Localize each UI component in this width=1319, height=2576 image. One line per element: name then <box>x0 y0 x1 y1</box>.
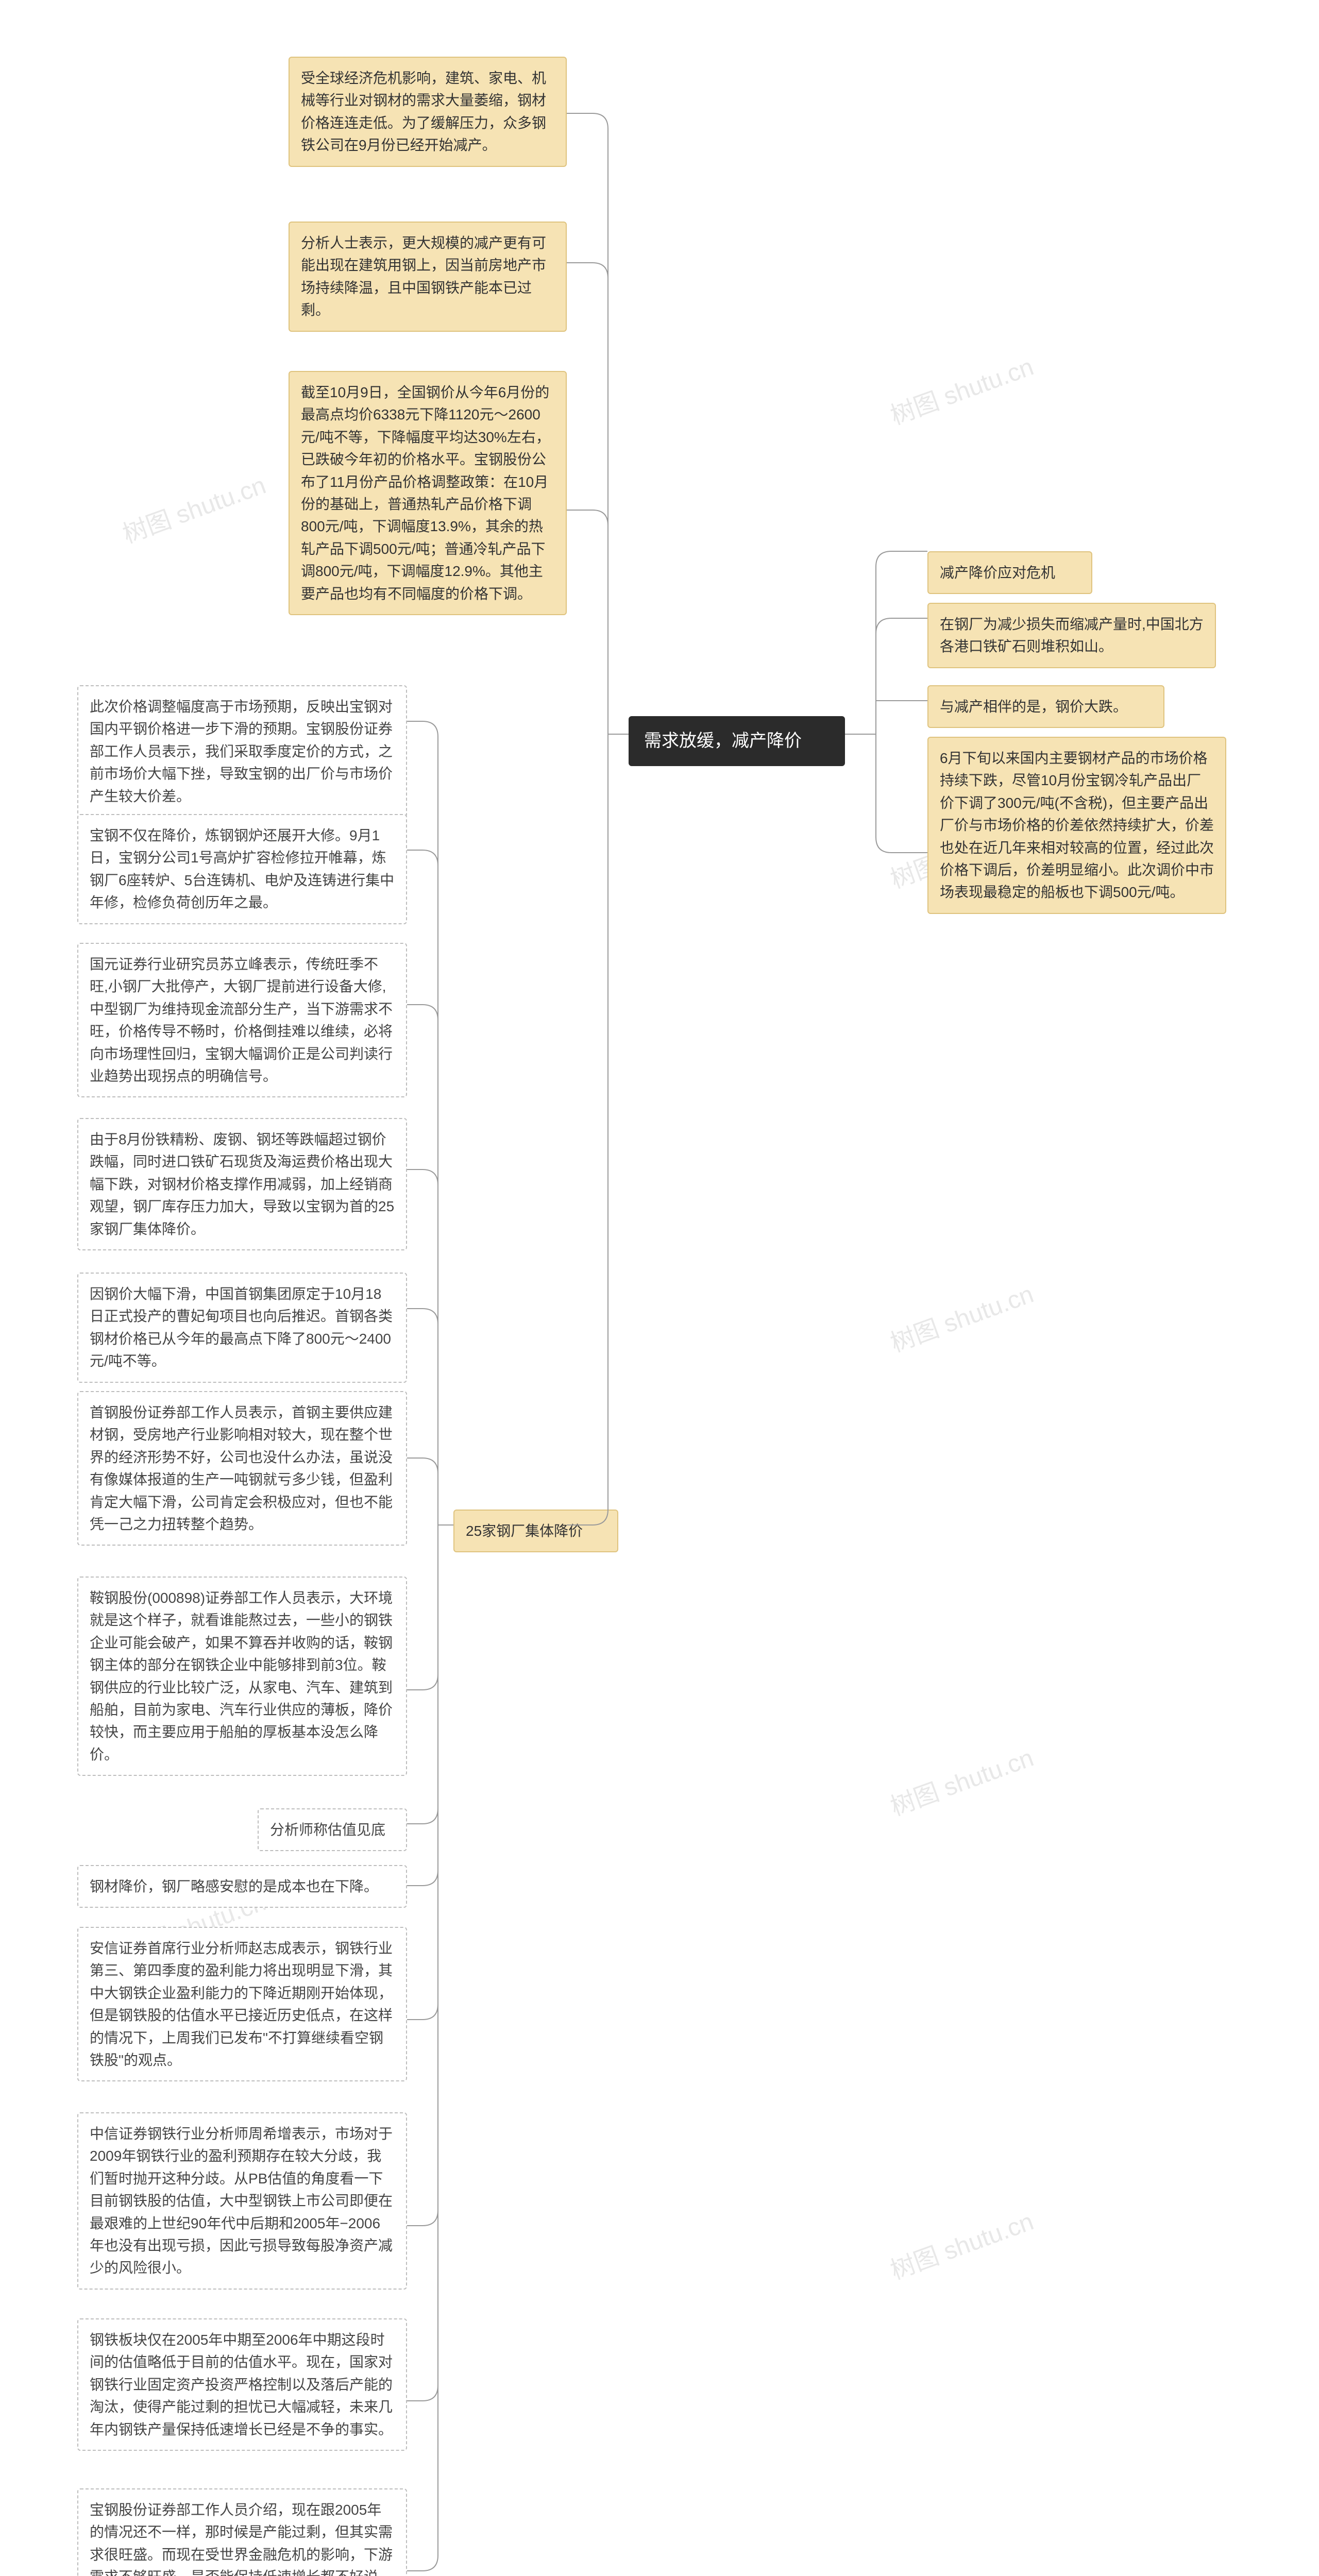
left-sub-6[interactable]: 首钢股份证券部工作人员表示，首钢主要供应建材钢，受房地产行业影响相对较大，现在整… <box>77 1391 407 1546</box>
left-sub-5[interactable]: 因钢价大幅下滑，中国首钢集团原定于10月18日正式投产的曹妃甸项目也向后推迟。首… <box>77 1273 407 1383</box>
watermark: 树图 shutu.cn <box>885 346 1038 431</box>
left-sub-1[interactable]: 此次价格调整幅度高于市场预期，反映出宝钢对国内平钢价格进一步下滑的预期。宝钢股份… <box>77 685 407 818</box>
watermark: 树图 shutu.cn <box>885 2201 1038 2286</box>
left-top-node-2[interactable]: 分析人士表示，更大规模的减产更有可能出现在建筑用钢上，因当前房地产市场持续降温，… <box>289 222 567 332</box>
left-top-node-3[interactable]: 截至10月9日，全国钢价从今年6月份的最高点均价6338元下降1120元～260… <box>289 371 567 615</box>
left-sub-13[interactable]: 宝钢股份证券部工作人员介绍，现在跟2005年的情况还不一样，那时候是产能过剩，但… <box>77 2488 407 2576</box>
branch-25-label[interactable]: 25家钢厂集体降价 <box>453 1510 618 1552</box>
root-node[interactable]: 需求放缓，减产降价 <box>629 716 845 766</box>
left-sub-11[interactable]: 中信证券钢铁行业分析师周希增表示，市场对于2009年钢铁行业的盈利预期存在较大分… <box>77 2112 407 2290</box>
left-sub-2[interactable]: 宝钢不仅在降价，炼钢钢炉还展开大修。9月1日，宝钢分公司1号高炉扩容检修拉开帷幕… <box>77 814 407 924</box>
watermark: 树图 shutu.cn <box>117 465 270 550</box>
left-sub-3[interactable]: 国元证券行业研究员苏立峰表示，传统旺季不旺,小钢厂大批停产，大钢厂提前进行设备大… <box>77 943 407 1097</box>
connector-left-main <box>567 57 649 1551</box>
left-top-node-1[interactable]: 受全球经济危机影响，建筑、家电、机械等行业对钢材的需求大量萎缩，钢材价格连连走低… <box>289 57 567 167</box>
left-sub-9[interactable]: 钢材降价，钢厂略感安慰的是成本也在下降。 <box>77 1865 407 1908</box>
left-sub-7[interactable]: 鞍钢股份(000898)证券部工作人员表示，大环境就是这个样子，就看谁能熬过去，… <box>77 1577 407 1776</box>
right-node-2[interactable]: 在钢厂为减少损失而缩减产量时,中国北方各港口铁矿石则堆积如山。 <box>927 603 1216 668</box>
watermark: 树图 shutu.cn <box>885 1737 1038 1822</box>
right-node-3[interactable]: 与减产相伴的是，钢价大跌。 <box>927 685 1164 728</box>
connector-left-sub <box>407 685 469 2576</box>
left-sub-8[interactable]: 分析师称估值见底 <box>258 1808 407 1851</box>
left-sub-12[interactable]: 钢铁板块仅在2005年中期至2006年中期这段时间的估值略低于目前的估值水平。现… <box>77 2318 407 2451</box>
left-sub-4[interactable]: 由于8月份铁精粉、废钢、钢坯等跌幅超过钢价跌幅，同时进口铁矿石现货及海运费价格出… <box>77 1118 407 1250</box>
left-sub-10[interactable]: 安信证券首席行业分析师赵志成表示，钢铁行业第三、第四季度的盈利能力将出现明显下滑… <box>77 1927 407 2081</box>
right-node-4[interactable]: 6月下旬以来国内主要钢材产品的市场价格持续下跌，尽管10月份宝钢冷轧产品出厂价下… <box>927 737 1226 914</box>
right-node-1[interactable]: 减产降价应对危机 <box>927 551 1092 594</box>
watermark: 树图 shutu.cn <box>885 1274 1038 1359</box>
